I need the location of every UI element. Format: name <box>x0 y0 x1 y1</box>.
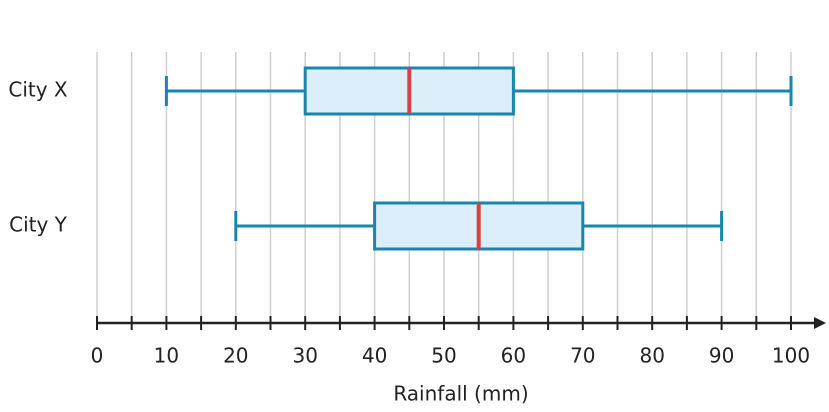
x-tick-label: 0 <box>91 344 104 368</box>
axis-arrow <box>814 317 826 329</box>
x-tick-label: 10 <box>154 344 179 368</box>
x-tick-label: 20 <box>223 344 248 368</box>
x-tick-label: 100 <box>772 344 810 368</box>
x-tick-label: 40 <box>362 344 387 368</box>
x-tick-label: 90 <box>709 344 734 368</box>
y-tick-label: City Y <box>9 213 68 237</box>
x-tick-label: 30 <box>292 344 317 368</box>
x-tick-label: 70 <box>570 344 595 368</box>
x-axis-title: Rainfall (mm) <box>393 382 528 406</box>
y-tick-label: City X <box>8 78 68 102</box>
x-tick-label: 60 <box>501 344 526 368</box>
x-tick-label: 50 <box>431 344 456 368</box>
x-tick-label: 80 <box>639 344 664 368</box>
